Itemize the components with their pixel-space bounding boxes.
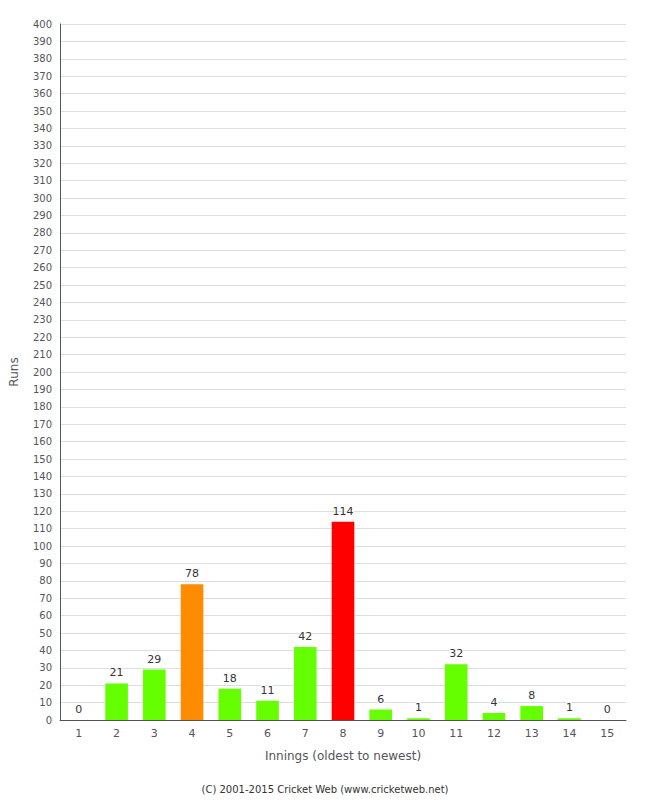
svg-text:110: 110 [33, 523, 52, 534]
svg-text:21: 21 [110, 666, 124, 679]
svg-text:90: 90 [39, 558, 52, 569]
svg-text:220: 220 [33, 332, 52, 343]
svg-text:50: 50 [39, 628, 52, 639]
svg-text:120: 120 [33, 506, 52, 517]
svg-text:250: 250 [33, 280, 52, 291]
svg-text:70: 70 [39, 593, 52, 604]
svg-text:6: 6 [377, 693, 384, 706]
svg-text:0: 0 [75, 703, 82, 716]
svg-text:10: 10 [39, 697, 52, 708]
svg-text:1: 1 [415, 701, 422, 714]
svg-text:260: 260 [33, 262, 52, 273]
svg-text:42: 42 [298, 630, 312, 643]
svg-text:78: 78 [185, 567, 199, 580]
svg-text:Innings (oldest to newest): Innings (oldest to newest) [265, 749, 421, 763]
svg-text:300: 300 [33, 193, 52, 204]
svg-text:350: 350 [33, 106, 52, 117]
svg-text:80: 80 [39, 575, 52, 586]
svg-text:190: 190 [33, 384, 52, 395]
svg-text:290: 290 [33, 210, 52, 221]
svg-text:330: 330 [33, 140, 52, 151]
svg-text:Runs: Runs [7, 357, 21, 386]
svg-text:15: 15 [600, 727, 614, 740]
svg-text:340: 340 [33, 123, 52, 134]
svg-text:100: 100 [33, 541, 52, 552]
svg-text:14: 14 [562, 727, 576, 740]
svg-text:140: 140 [33, 471, 52, 482]
svg-text:5: 5 [226, 727, 233, 740]
svg-text:32: 32 [449, 647, 463, 660]
svg-text:180: 180 [33, 401, 52, 412]
svg-text:30: 30 [39, 662, 52, 673]
svg-text:7: 7 [302, 727, 309, 740]
svg-text:1: 1 [566, 701, 573, 714]
svg-text:(C) 2001-2015 Cricket Web (www: (C) 2001-2015 Cricket Web (www.cricketwe… [202, 784, 449, 795]
svg-text:114: 114 [333, 505, 354, 518]
svg-text:360: 360 [33, 88, 52, 99]
svg-text:40: 40 [39, 645, 52, 656]
svg-text:150: 150 [33, 454, 52, 465]
svg-text:6: 6 [264, 727, 271, 740]
svg-text:370: 370 [33, 71, 52, 82]
svg-text:12: 12 [487, 727, 501, 740]
svg-text:2: 2 [113, 727, 120, 740]
svg-text:9: 9 [377, 727, 384, 740]
svg-text:10: 10 [411, 727, 425, 740]
svg-text:200: 200 [33, 367, 52, 378]
svg-text:170: 170 [33, 419, 52, 430]
svg-text:4: 4 [189, 727, 196, 740]
svg-text:13: 13 [525, 727, 539, 740]
svg-text:0: 0 [46, 715, 52, 726]
svg-text:130: 130 [33, 488, 52, 499]
svg-text:60: 60 [39, 610, 52, 621]
svg-text:18: 18 [223, 672, 237, 685]
svg-text:8: 8 [528, 689, 535, 702]
svg-text:310: 310 [33, 175, 52, 186]
svg-text:380: 380 [33, 53, 52, 64]
svg-text:230: 230 [33, 314, 52, 325]
svg-text:1: 1 [75, 727, 82, 740]
svg-text:280: 280 [33, 227, 52, 238]
svg-text:0: 0 [604, 703, 611, 716]
svg-text:4: 4 [490, 696, 497, 709]
svg-text:20: 20 [39, 680, 52, 691]
svg-text:11: 11 [261, 684, 275, 697]
svg-text:390: 390 [33, 36, 52, 47]
svg-text:3: 3 [151, 727, 158, 740]
svg-text:11: 11 [449, 727, 463, 740]
svg-text:400: 400 [33, 19, 52, 30]
svg-text:8: 8 [340, 727, 347, 740]
svg-text:160: 160 [33, 436, 52, 447]
svg-text:29: 29 [147, 653, 161, 666]
svg-text:210: 210 [33, 349, 52, 360]
svg-text:320: 320 [33, 158, 52, 169]
svg-text:240: 240 [33, 297, 52, 308]
svg-text:270: 270 [33, 245, 52, 256]
